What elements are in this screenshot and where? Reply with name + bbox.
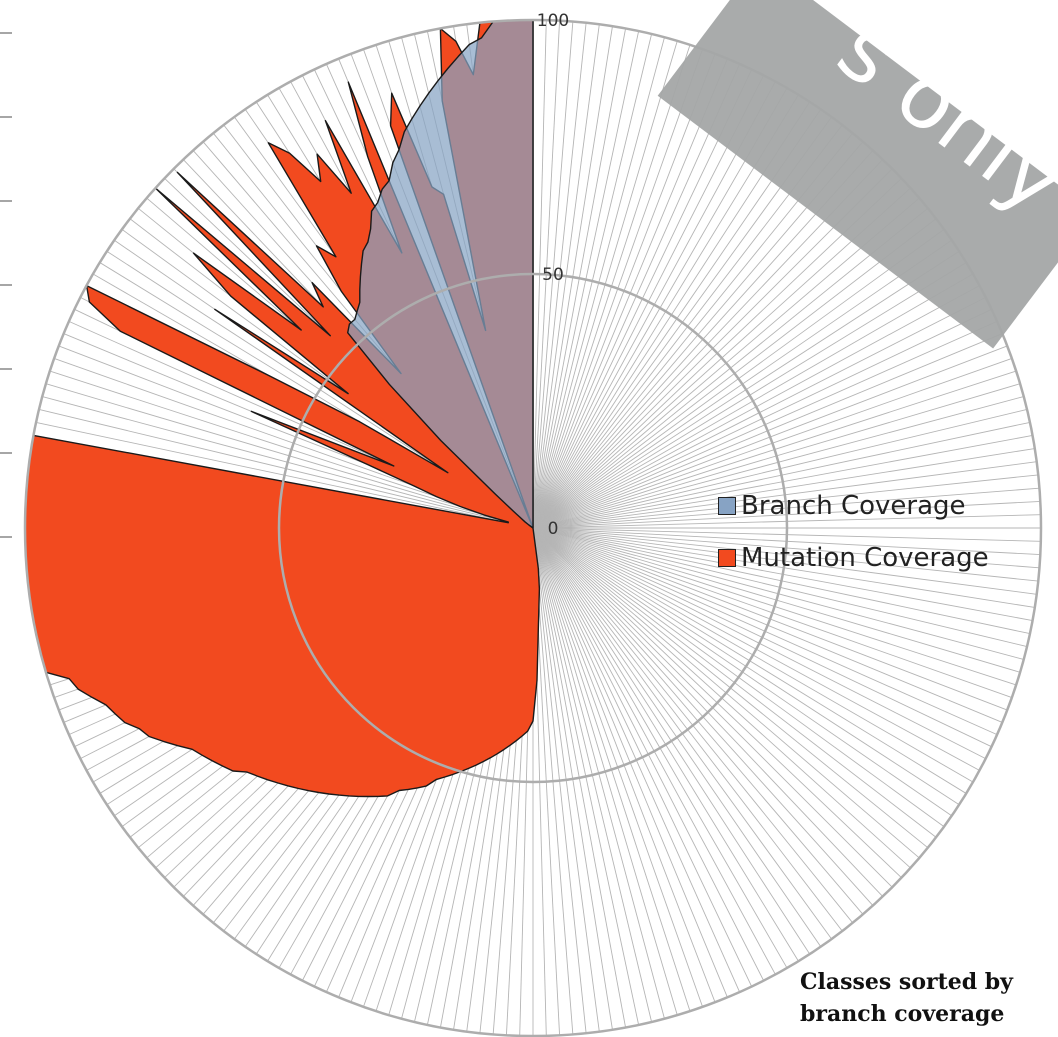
annotation-line-1: Classes sorted by <box>800 966 1030 998</box>
legend-label-branch: Branch Coverage <box>741 491 966 521</box>
legend-swatch-branch <box>718 497 736 515</box>
tick-label-50: 50 <box>542 265 564 285</box>
annotation-line-2: branch coverage <box>800 998 1030 1030</box>
legend-swatch-mutation <box>718 549 736 567</box>
tick-label-100: 100 <box>537 11 569 31</box>
tick-label-0: 0 <box>548 519 559 539</box>
series-layer <box>25 20 539 797</box>
legend-item-mutation: Mutation Coverage <box>718 532 989 584</box>
legend-label-mutation: Mutation Coverage <box>741 543 989 573</box>
legend: Branch Coverage Mutation Coverage <box>718 480 989 584</box>
chart-annotation: Classes sorted by branch coverage <box>800 966 1030 1030</box>
legend-item-branch: Branch Coverage <box>718 480 989 532</box>
